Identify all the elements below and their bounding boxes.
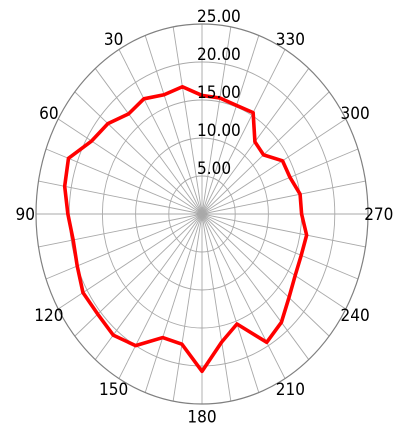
grid-ring	[135, 137, 269, 291]
grid-spoke	[74, 213, 203, 337]
radial-tick-label: 20.00	[197, 45, 241, 65]
angle-labels: 30 60 90 120 150 180 210 240 270 300 330	[15, 30, 393, 427]
grid-spoke	[118, 213, 203, 379]
grid-spoke	[57, 118, 203, 215]
angle-tick-label: 300	[341, 104, 370, 124]
radial-labels: 5.00 10.00 15.00 20.00 25.00	[197, 7, 241, 179]
grid-spoke	[74, 91, 203, 215]
angle-tick-label: 30	[104, 30, 123, 50]
angle-tick-label: 150	[99, 380, 128, 400]
grid-spoke	[144, 213, 203, 393]
grid-spoke	[201, 148, 359, 215]
grid-spoke	[94, 68, 203, 215]
grid-spoke	[45, 213, 203, 280]
angle-tick-label: 270	[364, 205, 393, 225]
grid-spoke	[118, 49, 203, 215]
grid-spoke	[201, 91, 330, 215]
angle-tick-label: 60	[39, 104, 58, 124]
angle-tick-label: 180	[187, 407, 216, 427]
radial-tick-label: 5.00	[197, 159, 231, 179]
angle-tick-label: 240	[341, 306, 370, 326]
grid-spoke	[201, 49, 286, 215]
grid-spoke	[172, 213, 203, 402]
grid-spoke	[201, 213, 232, 402]
grid-spoke	[38, 213, 203, 248]
grid-spoke	[201, 118, 347, 215]
polar-grid	[35, 23, 369, 405]
grid-spoke	[45, 148, 203, 215]
angle-tick-label: 330	[276, 30, 305, 50]
grid-spoke	[144, 35, 203, 215]
series-layer	[62, 84, 309, 374]
radial-tick-label: 15.00	[197, 83, 241, 103]
radial-tick-label: 25.00	[197, 7, 241, 27]
grid-ring	[168, 175, 236, 253]
series-line	[62, 84, 309, 374]
angle-tick-label: 210	[276, 380, 305, 400]
angle-tick-label: 90	[15, 205, 34, 225]
grid-spoke	[201, 213, 260, 393]
grid-spoke	[201, 213, 286, 379]
grid-ring	[35, 23, 369, 405]
grid-spoke	[201, 213, 347, 310]
grid-spoke	[201, 213, 359, 280]
grid-spoke	[201, 213, 366, 248]
grid-spoke	[172, 26, 203, 215]
angle-tick-label: 120	[34, 306, 63, 326]
grid-spoke	[201, 213, 310, 360]
grid-spoke	[201, 26, 232, 215]
grid-spoke	[201, 180, 366, 215]
grid-spoke	[201, 35, 260, 215]
radial-tick-label: 10.00	[197, 121, 241, 141]
grid-spoke	[201, 213, 330, 337]
